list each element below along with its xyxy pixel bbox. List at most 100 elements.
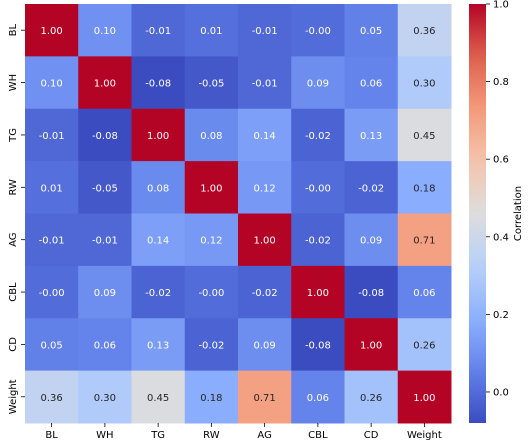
heatmap-cell	[238, 213, 292, 267]
cell-value-label: -0.01	[252, 26, 278, 37]
y-tick-label: BL	[8, 24, 19, 37]
cell-value-label: 0.05	[360, 26, 382, 37]
cell-value-label: 1.00	[147, 131, 169, 142]
heatmap-cell	[184, 318, 239, 372]
cell-value-label: 0.08	[147, 183, 169, 194]
heatmap-cell	[78, 213, 132, 267]
y-tick-label: CBL	[8, 282, 19, 302]
cell-value-label: -0.05	[92, 183, 118, 194]
cell-value-label: 0.09	[253, 340, 275, 351]
heatmap-cell	[344, 213, 399, 267]
heatmap-cell	[344, 4, 399, 57]
cell-annotations: 1.00 0.10 -0.01 0.01 -0.01 -0.00 0.05 0.36 0.10 1…	[39, 26, 436, 404]
heatmap-cell	[291, 56, 345, 110]
x-tick-label: CBL	[308, 430, 328, 441]
heatmap-cell	[25, 318, 79, 372]
heatmap-cell	[344, 370, 399, 424]
heatmap-cell	[131, 56, 186, 110]
heatmap-cell	[25, 56, 79, 110]
cell-value-label: 0.12	[253, 183, 275, 194]
x-tick-label: TG	[150, 430, 165, 441]
heatmap-cell	[25, 161, 79, 214]
cell-value-label: 0.09	[307, 79, 329, 90]
cell-value-label: 0.09	[94, 288, 116, 299]
cell-value-label: 1.00	[413, 393, 435, 404]
heatmap-cell	[25, 370, 79, 424]
heatmap-cell	[78, 108, 132, 162]
cell-value-label: 0.06	[307, 393, 329, 404]
heatmap-cell	[291, 265, 345, 319]
heatmap-cell	[397, 265, 452, 319]
heatmap-cell	[184, 213, 239, 267]
x-tick-label: AG	[257, 430, 271, 441]
y-axis-ticks: BL WH TG RW AG CBL CD Weight	[8, 24, 25, 414]
cell-value-label: 0.01	[200, 26, 222, 37]
cell-value-label: 0.12	[200, 236, 222, 247]
heatmap-cell	[397, 318, 452, 372]
cell-value-label: -0.08	[145, 79, 171, 90]
cell-value-label: 0.36	[40, 393, 62, 404]
heatmap-cell	[131, 265, 186, 319]
cell-value-label: 0.01	[40, 183, 62, 194]
cell-value-label: -0.08	[358, 288, 384, 299]
colorbar-tick-label: 0.8	[493, 77, 509, 88]
heatmap-cell	[78, 318, 132, 372]
y-tick-label: TG	[8, 128, 19, 143]
heatmap-cell	[184, 161, 239, 214]
cell-value-label: -0.01	[39, 131, 65, 142]
y-tick-label: AG	[8, 232, 19, 246]
cell-value-label: -0.00	[305, 26, 331, 37]
cell-value-label: -0.08	[92, 131, 118, 142]
cell-value-label: 0.71	[253, 393, 275, 404]
cell-value-label: 0.71	[413, 236, 435, 247]
cell-value-label: -0.00	[39, 288, 65, 299]
cell-value-label: 0.14	[253, 131, 275, 142]
colorbar-tick-label: 0.4	[493, 232, 509, 243]
cell-value-label: 0.06	[413, 288, 435, 299]
heatmap-cell	[78, 265, 132, 319]
cell-value-label: 0.14	[147, 236, 169, 247]
cell-value-label: 0.08	[200, 131, 222, 142]
heatmap-cell	[25, 108, 79, 162]
heatmap-cell	[131, 108, 186, 162]
cell-value-label: 0.05	[40, 340, 62, 351]
x-axis-ticks: BL WH TG RW AG CBL CD Weight	[45, 423, 442, 441]
cell-value-label: 0.30	[413, 79, 435, 90]
heatmap-cell	[397, 108, 452, 162]
heatmap-cell	[25, 265, 79, 319]
heatmap-cell	[131, 4, 186, 57]
cell-value-label: -0.02	[145, 288, 171, 299]
heatmap-cell	[291, 4, 345, 57]
heatmap-cell	[25, 4, 79, 57]
cell-value-label: 0.10	[40, 79, 62, 90]
y-tick-label: WH	[8, 74, 19, 91]
cell-value-label: -0.00	[305, 183, 331, 194]
heatmap-cell	[184, 108, 239, 162]
heatmap-cell	[184, 370, 239, 424]
cell-value-label: -0.02	[198, 340, 224, 351]
cell-value-label: -0.05	[198, 79, 224, 90]
heatmap-cell	[291, 108, 345, 162]
cell-value-label: -0.01	[92, 236, 118, 247]
heatmap-cell	[131, 318, 186, 372]
cell-value-label: 0.45	[413, 131, 435, 142]
x-tick-label: WH	[96, 430, 113, 441]
heatmap-cell	[238, 4, 292, 57]
y-tick-label: CD	[8, 337, 19, 352]
colorbar-tick-label: 0.6	[493, 155, 509, 166]
y-tick-label: Weight	[8, 379, 19, 414]
heatmap-cell	[344, 265, 399, 319]
cell-value-label: -0.01	[39, 236, 65, 247]
cell-value-label: -0.00	[198, 288, 224, 299]
cell-value-label: -0.02	[252, 288, 278, 299]
cell-value-label: 0.10	[94, 26, 116, 37]
heatmap-cell	[344, 108, 399, 162]
heatmap-cell	[238, 161, 292, 214]
cell-value-label: 0.45	[147, 393, 169, 404]
cell-value-label: 1.00	[200, 183, 222, 194]
cell-value-label: 1.00	[253, 236, 275, 247]
cell-value-label: 1.00	[94, 79, 116, 90]
x-tick-label: CD	[364, 430, 379, 441]
heatmap-cells	[25, 4, 452, 424]
cell-value-label: -0.02	[358, 183, 384, 194]
